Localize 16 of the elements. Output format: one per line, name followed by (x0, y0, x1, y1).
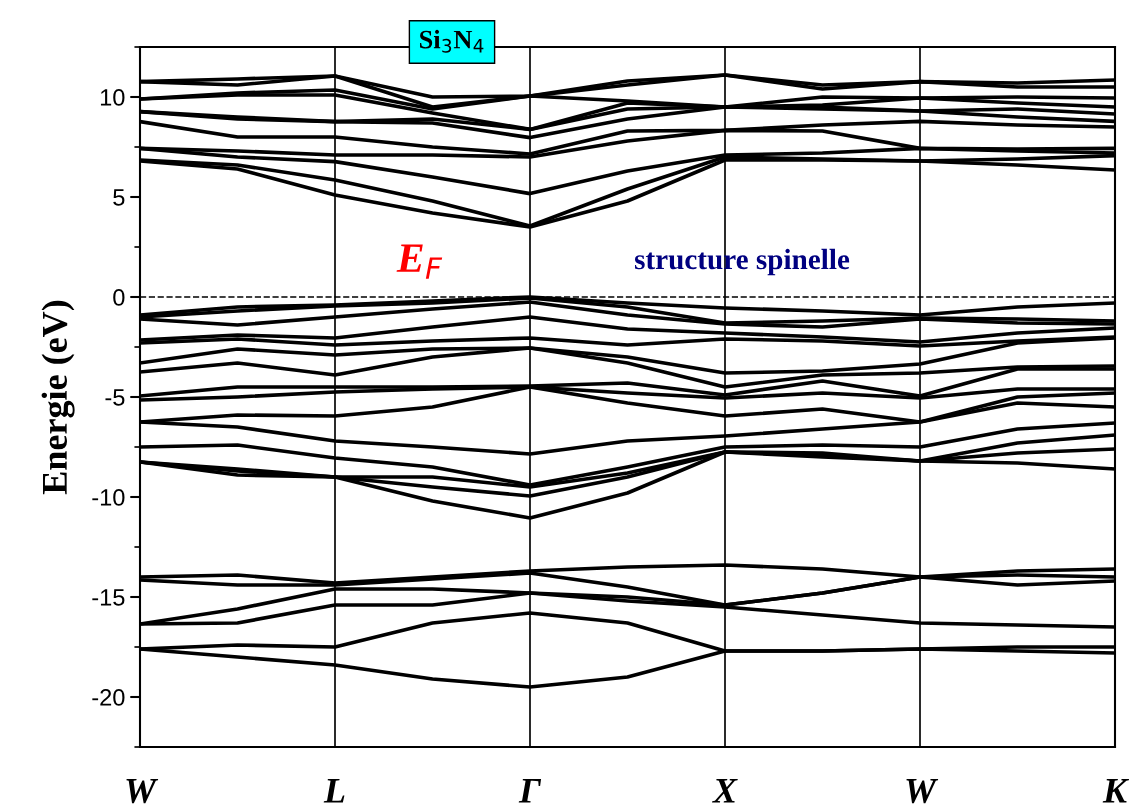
y-tick-label: 10 (100, 89, 125, 106)
annotation: E$_{F}$ (396, 244, 443, 279)
y-tick-label: -15 (92, 589, 125, 606)
y-axis-title: Energie (eV) (41, 300, 75, 495)
x-tick-label: X (712, 778, 738, 803)
y-tick-label: -20 (92, 689, 125, 706)
x-tick-label: W (906, 778, 939, 804)
x-tick-label: K (1102, 778, 1130, 803)
y-tick-label: 0 (113, 289, 125, 306)
y-tick-label: -5 (105, 389, 125, 406)
x-tick-label: Γ (518, 778, 542, 803)
y-tick-label: -10 (92, 489, 125, 506)
y-tick-label: 5 (113, 189, 125, 206)
x-tick-label: L (323, 778, 345, 803)
x-tick-label: W (126, 778, 159, 804)
chart-title: Si$_{3}$N$_{4}$ (420, 29, 484, 53)
